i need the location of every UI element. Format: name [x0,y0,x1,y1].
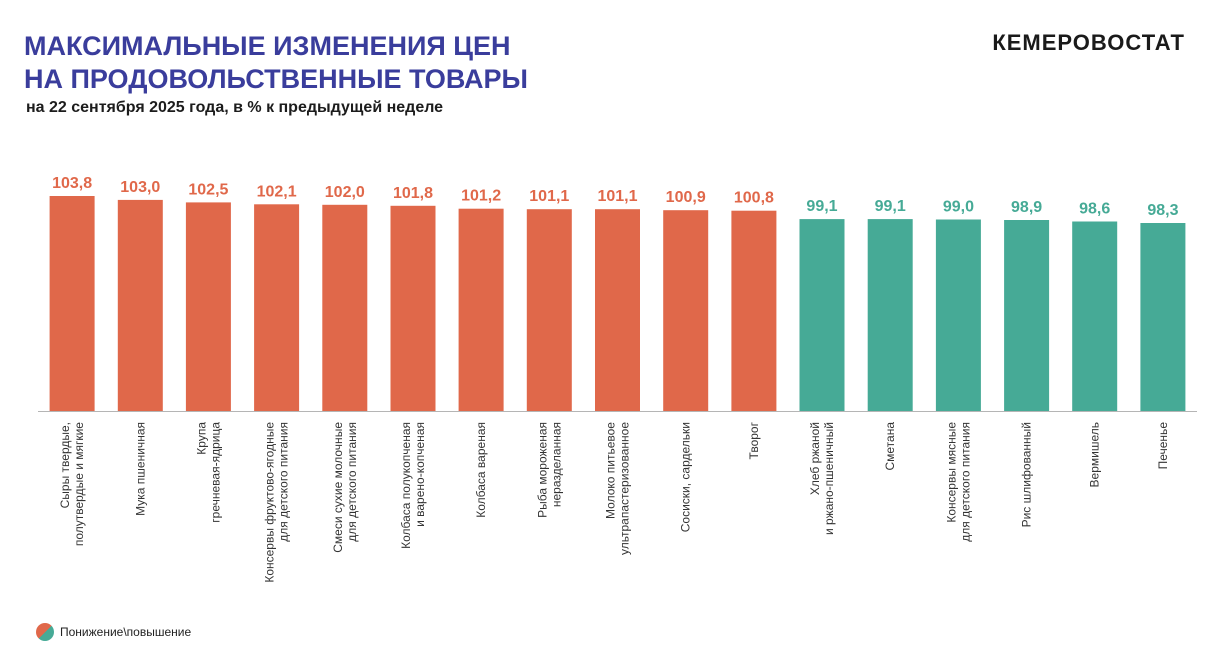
category-label-line: полутвердые и мягкие [72,422,86,546]
category-label-line: ультрапастеризованное [618,422,632,555]
category-label-line: Смеси сухие молочные [331,422,345,553]
category-label: Сметана [883,422,897,471]
category-label: Крупа гречневая-ядрица [194,422,222,523]
chart-title: МАКСИМАЛЬНЫЕ ИЗМЕНЕНИЯ ЦЕН НА ПРОДОВОЛЬС… [24,30,528,96]
data-label: 98,6 [1079,201,1110,218]
category-label-line: гречневая-ядрица [208,422,222,523]
category-label-line: и ржано-пшеничный [822,422,836,535]
half-circle-legend-icon [36,623,54,641]
category-label-line: и варено-копченая [413,422,427,527]
bar [867,219,913,411]
data-label: 101,2 [461,188,501,205]
chart-title-line-1: МАКСИМАЛЬНЫЕ ИЗМЕНЕНИЯ ЦЕН [24,31,511,61]
category-label: Сосиски, сардельки [679,422,693,532]
bar [390,205,436,411]
bar [595,209,640,411]
data-label: 99,0 [943,199,974,216]
category-label-line: Сметана [883,422,897,471]
category-label-line: для детского питания [958,422,972,542]
bar [458,208,504,411]
data-label: 100,8 [734,190,774,207]
data-label: 102,1 [257,183,297,200]
category-label: Мука пшеничная [133,422,147,516]
bar [663,210,709,411]
category-label: Печенье [1156,422,1170,470]
data-label: 99,1 [806,198,837,215]
data-label: 103,0 [120,179,160,196]
data-label: 98,9 [1011,199,1042,216]
category-label: Консервы мясные для детского питания [944,422,972,542]
category-label: Творог [747,421,761,459]
category-label-line: Рис шлифованный [1020,422,1034,527]
chart-title-line-2: НА ПРОДОВОЛЬСТВЕННЫЕ ТОВАРЫ [24,64,528,94]
category-label: Смеси сухие молочные для детского питания [331,422,359,553]
data-label: 98,3 [1147,202,1178,219]
bar [49,196,95,411]
data-label: 99,1 [875,198,906,215]
bar [254,204,300,411]
category-label-line: Мука пшеничная [133,422,147,516]
category-label-line: Сыры твердые, [58,422,72,508]
category-label-line: Колбаса полукопченая [399,422,413,549]
category-label-line: для детского питания [345,422,359,542]
category-label: Рыба мороженая неразделанная [535,422,563,518]
chart-subtitle: на 22 сентября 2025 года, в % к предыдущ… [26,99,444,116]
category-label-line: Вермишель [1088,422,1102,487]
bar [731,210,777,411]
bar [1140,223,1186,411]
bar [1004,220,1050,411]
data-label: 100,9 [666,189,706,206]
legend-label: Понижение\повышение [60,625,192,639]
category-label: Сыры твердые, полутвердые и мягкие [58,422,86,546]
legend: Понижение\повышение [36,623,191,641]
bar [799,219,845,411]
category-label: Колбаса полукопченая и варено-копченая [399,422,427,549]
data-label: 102,0 [325,184,365,201]
category-label-line: Крупа [194,422,208,455]
bar [935,219,981,411]
category-label-line: Печенье [1156,422,1170,470]
category-label-line: Хлеб ржаной [808,422,822,495]
category-label-line: для детского питания [277,422,291,542]
category-label: Рис шлифованный [1020,422,1034,527]
category-label-line: Консервы фруктово-ягодные [263,422,277,583]
category-label-line: Молоко питьевое [604,422,618,519]
category-label: Колбаса вареная [474,422,488,518]
category-label-line: Консервы мясные [944,422,958,523]
data-label: 101,8 [393,185,433,202]
category-label-line: неразделанная [549,422,563,507]
bar [185,202,231,411]
data-label: 102,5 [188,181,228,198]
category-label-line: Сосиски, сардельки [679,422,693,532]
category-label-line: Колбаса вареная [474,422,488,518]
bar [117,199,163,411]
bar [322,204,368,411]
category-label: Консервы фруктово-ягодные для детского пи… [263,422,291,583]
category-label-line: Рыба мороженая [535,422,549,518]
data-label: 101,1 [597,188,637,205]
category-label: Молоко питьевое ультрапастеризованное [604,422,632,555]
category-label: Хлеб ржаной и ржано-пшеничный [808,422,836,535]
data-label: 103,8 [52,175,92,192]
data-label: 101,1 [529,188,569,205]
bar [526,209,572,411]
category-label: Вермишель [1088,422,1102,487]
bar [1072,221,1118,411]
brand-logo: КЕМЕРОВОСТАТ [992,30,1185,55]
category-label-line: Творог [747,421,761,459]
